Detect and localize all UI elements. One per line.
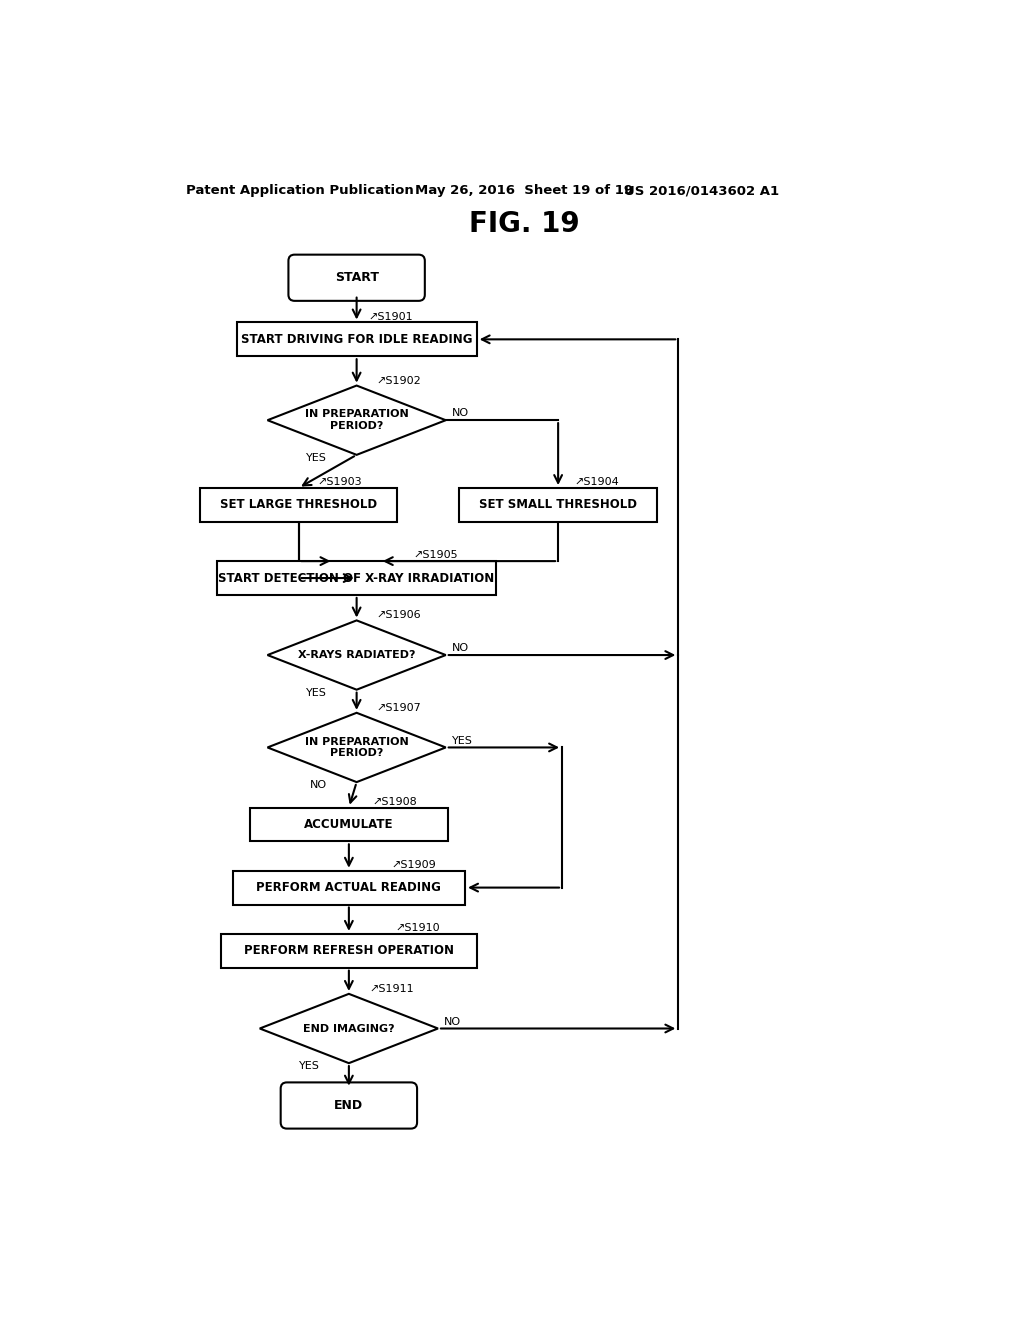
- Text: ↗S1911: ↗S1911: [370, 983, 415, 994]
- Text: ↗S1906: ↗S1906: [376, 610, 421, 620]
- Text: END: END: [334, 1100, 364, 1111]
- Text: ↗S1910: ↗S1910: [395, 923, 440, 933]
- Text: START DETECTION OF X-RAY IRRADIATION: START DETECTION OF X-RAY IRRADIATION: [218, 572, 495, 585]
- Text: Patent Application Publication: Patent Application Publication: [186, 185, 414, 197]
- FancyBboxPatch shape: [250, 808, 447, 841]
- Text: PERFORM ACTUAL READING: PERFORM ACTUAL READING: [256, 880, 441, 894]
- Polygon shape: [267, 713, 445, 781]
- Text: ↗S1903: ↗S1903: [317, 478, 362, 487]
- Text: ↗S1901: ↗S1901: [369, 312, 413, 322]
- FancyBboxPatch shape: [289, 255, 425, 301]
- Text: NO: NO: [444, 1016, 462, 1027]
- Text: FIG. 19: FIG. 19: [469, 210, 581, 238]
- Text: IN PREPARATION
PERIOD?: IN PREPARATION PERIOD?: [305, 409, 409, 432]
- Text: ↗S1904: ↗S1904: [574, 478, 620, 487]
- Text: YES: YES: [452, 735, 473, 746]
- Text: START DRIVING FOR IDLE READING: START DRIVING FOR IDLE READING: [241, 333, 472, 346]
- Text: US 2016/0143602 A1: US 2016/0143602 A1: [624, 185, 779, 197]
- FancyBboxPatch shape: [237, 322, 477, 356]
- Polygon shape: [267, 620, 445, 689]
- Text: ↗S1909: ↗S1909: [391, 859, 436, 870]
- Text: ↗S1902: ↗S1902: [376, 376, 421, 385]
- FancyBboxPatch shape: [200, 488, 397, 521]
- FancyBboxPatch shape: [232, 871, 465, 904]
- Text: YES: YES: [306, 453, 327, 463]
- FancyBboxPatch shape: [221, 933, 477, 968]
- Text: ↗S1908: ↗S1908: [372, 797, 417, 807]
- FancyBboxPatch shape: [281, 1082, 417, 1129]
- Text: START: START: [335, 271, 379, 284]
- Text: ACCUMULATE: ACCUMULATE: [304, 818, 393, 832]
- Text: NO: NO: [452, 643, 469, 653]
- Text: X-RAYS RADIATED?: X-RAYS RADIATED?: [298, 649, 416, 660]
- Text: PERFORM REFRESH OPERATION: PERFORM REFRESH OPERATION: [244, 944, 454, 957]
- Text: NO: NO: [310, 780, 328, 791]
- Text: IN PREPARATION
PERIOD?: IN PREPARATION PERIOD?: [305, 737, 409, 758]
- Text: May 26, 2016  Sheet 19 of 19: May 26, 2016 Sheet 19 of 19: [415, 185, 633, 197]
- Text: NO: NO: [452, 408, 469, 418]
- Text: YES: YES: [306, 688, 327, 698]
- Text: YES: YES: [299, 1061, 319, 1072]
- Polygon shape: [260, 994, 438, 1063]
- Text: ↗S1907: ↗S1907: [376, 702, 421, 713]
- FancyBboxPatch shape: [217, 561, 496, 595]
- Text: SET LARGE THRESHOLD: SET LARGE THRESHOLD: [220, 499, 377, 511]
- Text: SET SMALL THRESHOLD: SET SMALL THRESHOLD: [479, 499, 637, 511]
- FancyBboxPatch shape: [460, 488, 657, 521]
- Polygon shape: [267, 385, 445, 455]
- Text: END IMAGING?: END IMAGING?: [303, 1023, 394, 1034]
- Text: ↗S1905: ↗S1905: [414, 550, 458, 561]
